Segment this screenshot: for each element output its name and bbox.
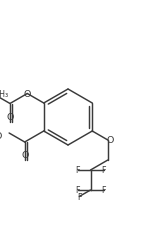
- Text: F: F: [75, 186, 80, 195]
- Text: F: F: [101, 186, 106, 195]
- Text: CH₃: CH₃: [0, 90, 9, 98]
- Text: F: F: [101, 166, 106, 175]
- Text: O: O: [21, 151, 28, 160]
- Text: O: O: [106, 136, 114, 145]
- Text: O: O: [6, 112, 14, 121]
- Text: F: F: [77, 192, 82, 201]
- Text: F: F: [75, 166, 80, 175]
- Text: O: O: [24, 90, 31, 98]
- Text: HO: HO: [0, 132, 2, 141]
